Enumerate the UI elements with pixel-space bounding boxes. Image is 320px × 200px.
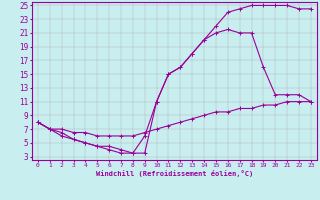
X-axis label: Windchill (Refroidissement éolien,°C): Windchill (Refroidissement éolien,°C) — [96, 170, 253, 177]
